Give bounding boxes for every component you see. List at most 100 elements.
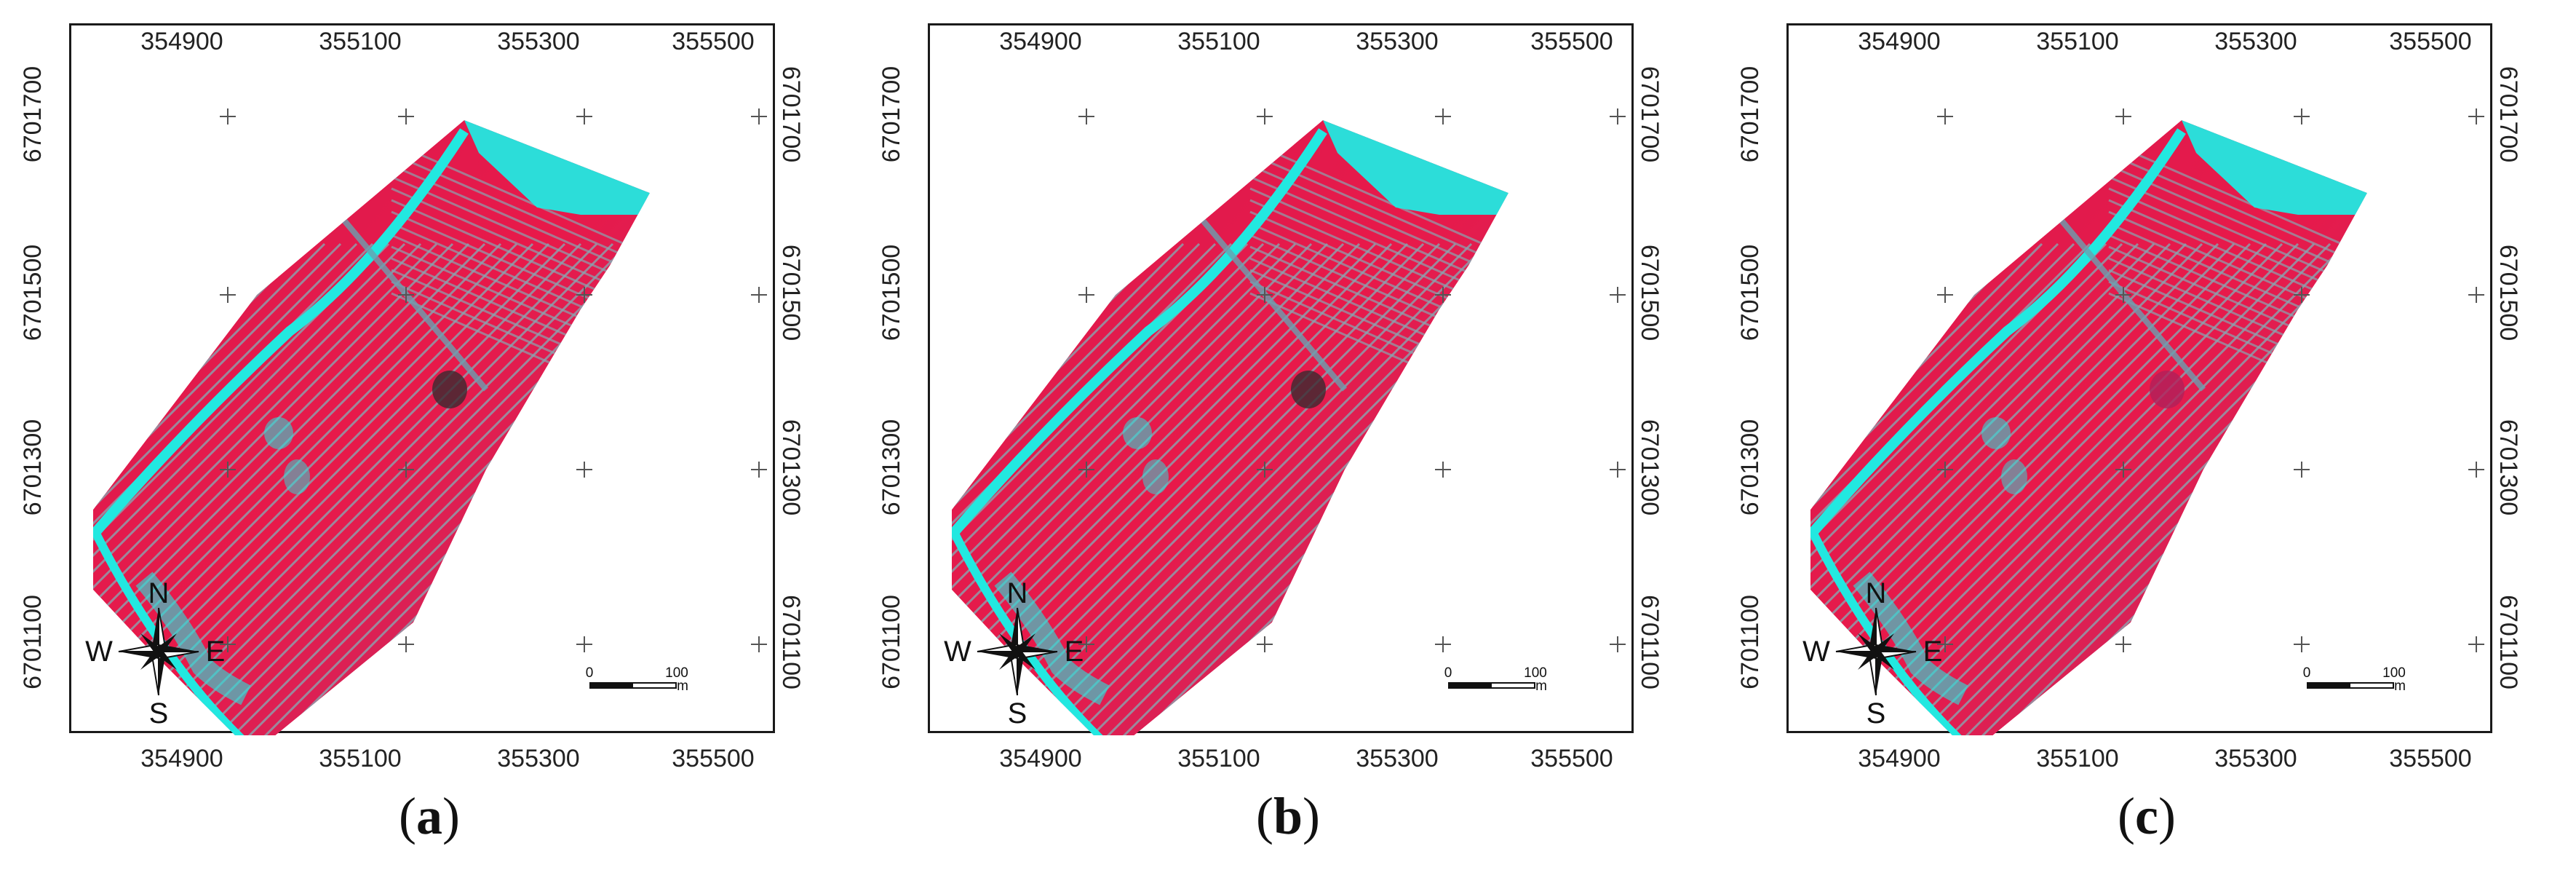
map-frame: N S E W 0 100 m [69, 23, 775, 735]
graticule-plus-icon [751, 636, 767, 652]
panel-caption: (a) [399, 786, 460, 847]
scale-start-label: 0 [1444, 665, 1452, 681]
easting-label-bottom: 355100 [319, 745, 402, 772]
northing-label-left: 6701100 [19, 595, 47, 689]
northing-label-left: 6701500 [878, 244, 905, 341]
northing-label-right: 6701100 [1636, 595, 1663, 689]
caption-open-paren: ( [399, 787, 416, 845]
graticule-plus-icon [1610, 462, 1626, 478]
northing-label-right: 6701700 [1636, 66, 1663, 163]
easting-label-top: 355100 [2036, 28, 2119, 55]
graticule-plus-icon [2115, 108, 2131, 124]
false-color-field-image [93, 120, 650, 735]
graticule-plus-icon [1257, 108, 1273, 124]
caption-close-paren: ) [2158, 787, 2176, 845]
graticule-plus-icon [576, 636, 592, 652]
graticule-plus-icon [1937, 287, 1953, 303]
graticule-plus-icon [2468, 108, 2484, 124]
graticule-plus-icon [1435, 462, 1451, 478]
northing-label-left: 6701300 [878, 419, 905, 516]
graticule-plus-icon [1610, 287, 1626, 303]
northing-label-right: 6701500 [1636, 244, 1663, 341]
scale-unit-label: m [2394, 679, 2406, 694]
easting-label-bottom: 355300 [1356, 745, 1439, 772]
caption-letter: a [416, 787, 442, 845]
easting-label-bottom: 355500 [2389, 745, 2472, 772]
easting-label-top: 355500 [672, 28, 755, 55]
graticule-plus-icon [576, 108, 592, 124]
northing-label-right: 6701300 [777, 419, 805, 516]
graticule-plus-icon [2468, 287, 2484, 303]
compass-w-label: W [85, 636, 113, 668]
scale-bar-graphic [1448, 682, 1535, 689]
easting-label-bottom: 355300 [2214, 745, 2297, 772]
scale-start-label: 0 [2302, 665, 2311, 681]
panel-caption: (c) [2118, 786, 2176, 847]
graticule-plus-icon [1937, 462, 1953, 478]
scale-end-label: 100 [2382, 665, 2406, 681]
cyan-corner-area [1323, 120, 1508, 215]
compass-e-label: E [1923, 636, 1943, 668]
easting-label-bottom: 354900 [1858, 745, 1941, 772]
graticule-plus-icon [751, 108, 767, 124]
compass-w-label: W [944, 636, 971, 668]
compass-rose-icon [1835, 607, 1917, 696]
easting-label-bottom: 354900 [999, 745, 1082, 772]
compass-rose-icon [118, 607, 199, 696]
graticule-plus-icon [398, 287, 414, 303]
graticule-plus-icon [398, 108, 414, 124]
graticule-plus-icon [1078, 636, 1094, 652]
easting-label-top: 354900 [140, 28, 223, 55]
graticule-plus-icon [220, 108, 236, 124]
northing-label-right: 6701700 [2494, 66, 2522, 163]
cyan-ditch [1810, 128, 2186, 539]
graticule-plus-icon [398, 636, 414, 652]
graticule-plus-icon [220, 636, 236, 652]
northing-label-right: 6701100 [2494, 595, 2522, 689]
graticule-plus-icon [751, 287, 767, 303]
compass-rose: N S E W [1789, 564, 1949, 732]
cyan-border [952, 526, 1116, 735]
cyan-border [93, 526, 257, 735]
compass-s-label: S [148, 697, 169, 729]
graticule-plus-icon [2294, 636, 2310, 652]
compass-s-label: S [1007, 697, 1027, 729]
graticule-plus-icon [1078, 462, 1094, 478]
graticule-plus-icon [1937, 636, 1953, 652]
northing-label-left: 6701700 [1736, 66, 1764, 163]
caption-close-paren: ) [1303, 787, 1321, 845]
scale-bar: 0 100 m [1444, 666, 1565, 703]
graticule-plus-icon [2294, 287, 2310, 303]
cyan-corner-area [2182, 120, 2367, 215]
northing-label-right: 6701100 [777, 595, 805, 689]
northing-label-left: 6701300 [1736, 419, 1764, 516]
scale-unit-label: m [677, 679, 688, 694]
scale-bar-graphic [589, 682, 677, 689]
graticule-plus-icon [751, 462, 767, 478]
graticule-plus-icon [398, 462, 414, 478]
graticule-plus-icon [1435, 287, 1451, 303]
false-color-field-image [952, 120, 1508, 735]
easting-label-top: 355500 [1530, 28, 1613, 55]
caption-close-paren: ) [442, 787, 460, 845]
graticule-plus-icon [2468, 462, 2484, 478]
caption-open-paren: ( [2118, 787, 2136, 845]
compass-e-label: E [1064, 636, 1084, 668]
northing-label-right: 6701300 [2494, 419, 2522, 516]
graticule-plus-icon [1435, 108, 1451, 124]
map-frame: N S E W 0 100 m [1786, 23, 2492, 735]
graticule-plus-icon [576, 287, 592, 303]
scale-unit-label: m [1535, 679, 1547, 694]
easting-label-top: 355300 [497, 28, 580, 55]
northing-label-left: 6701100 [878, 595, 905, 689]
compass-rose-icon [977, 607, 1058, 696]
compass-rose: N S E W [71, 564, 231, 732]
easting-label-bottom: 355500 [672, 745, 755, 772]
graticule-plus-icon [576, 462, 592, 478]
scale-bar: 0 100 m [586, 666, 706, 703]
graticule-plus-icon [2115, 462, 2131, 478]
northing-label-left: 6701700 [19, 66, 47, 163]
easting-label-top: 355100 [1177, 28, 1260, 55]
northing-label-left: 6701100 [1736, 595, 1764, 689]
graticule-plus-icon [1078, 108, 1094, 124]
